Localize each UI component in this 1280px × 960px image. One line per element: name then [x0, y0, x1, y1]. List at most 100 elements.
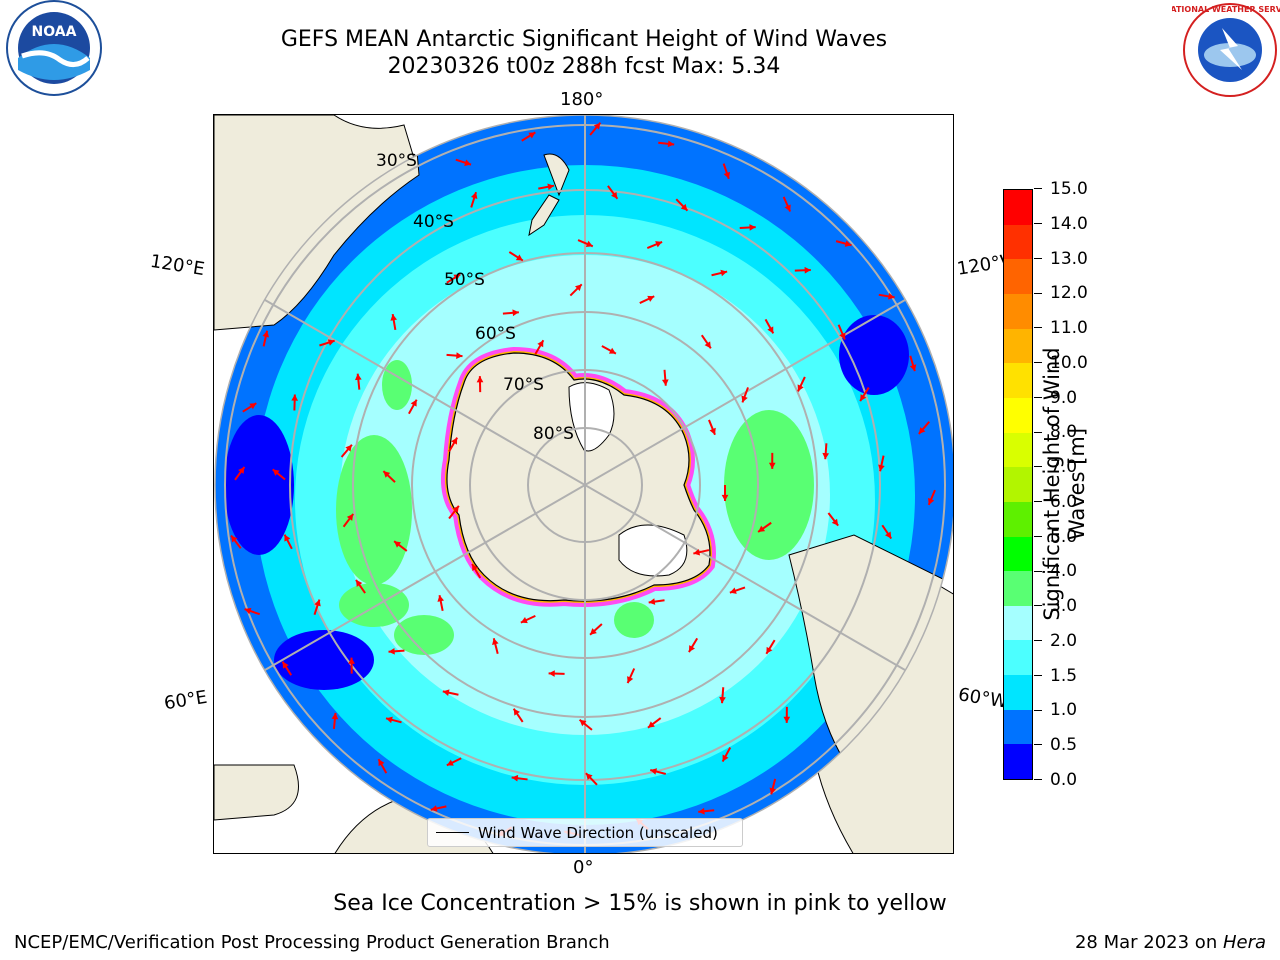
- legend-line-icon: [436, 832, 469, 833]
- wind-arrow-head: [244, 607, 252, 615]
- wind-arrow-head: [648, 598, 656, 605]
- wind-arrow-head: [520, 616, 528, 624]
- wind-arrow-head: [284, 534, 291, 542]
- lon-label-120e: 120°E: [148, 250, 207, 281]
- lon-label-180: 180°: [560, 89, 604, 110]
- colorbar-tick-label: 10.0: [1050, 352, 1088, 373]
- wind-arrow-head: [885, 531, 892, 539]
- wind-arrow-head: [608, 347, 616, 354]
- wind-arrow-head: [383, 471, 391, 478]
- colorbar-tick: [1034, 396, 1042, 398]
- footer-host: Hera: [1222, 932, 1266, 953]
- map-canvas: [214, 115, 953, 853]
- wind-arrow-head: [585, 240, 593, 247]
- chart-subtitle: 20230326 t00z 288h fcst Max: 5.34: [387, 54, 781, 79]
- wind-arrow-head: [593, 122, 601, 130]
- wave-patch-3-4m-east: [724, 410, 814, 560]
- colorbar-segment: [1004, 536, 1032, 572]
- wind-arrow-head: [804, 266, 811, 274]
- wind-arrow-head: [476, 376, 484, 383]
- lon-label-60e: 60°E: [162, 686, 209, 715]
- wind-arrow-head: [348, 657, 355, 664]
- wave-patch-3-4m-south: [394, 615, 454, 655]
- lon-label-120w: 120°W: [955, 251, 1009, 280]
- wind-arrow-head: [585, 773, 593, 780]
- colorbar-tick: [1034, 292, 1042, 294]
- colorbar-tick: [1034, 709, 1042, 711]
- wind-arrow-head: [575, 284, 582, 292]
- colorbar-segment: [1004, 363, 1032, 398]
- colorbar-tick: [1034, 431, 1042, 433]
- colorbar-segment: [1004, 571, 1032, 606]
- colorbar-segment: [1004, 294, 1032, 329]
- wind-arrow-head: [722, 754, 729, 762]
- wind-arrow-head: [282, 661, 289, 669]
- colorbar-segment: [1004, 675, 1032, 710]
- wind-arrow-head: [860, 394, 867, 402]
- colorbar-tick-label: 0.0: [1050, 770, 1078, 790]
- wind-arrow-head: [655, 241, 663, 248]
- wind-arrow-head: [528, 132, 536, 139]
- wind-arrow-head: [390, 314, 398, 321]
- colorbar-tick: [1034, 779, 1042, 781]
- chart-title: GEFS MEAN Antarctic Significant Height o…: [280, 27, 888, 52]
- wind-arrow-head: [688, 645, 695, 653]
- footer-date-text: 28 Mar 2023 on: [1074, 932, 1223, 953]
- graticule: [224, 115, 946, 853]
- wind-arrow-head: [231, 535, 238, 543]
- wind-arrow-head: [704, 341, 711, 349]
- map-legend: Wind Wave Direction (unscaled): [427, 818, 743, 847]
- wind-arrow-head: [783, 716, 791, 723]
- wind-arrow-head: [446, 759, 454, 766]
- wind-arrow-head: [314, 599, 321, 607]
- wind-arrow-head: [492, 638, 499, 646]
- colorbar-tick: [1034, 535, 1042, 537]
- wind-arrow-head: [464, 159, 472, 166]
- wind-arrow-head: [769, 787, 777, 795]
- colorbar-tick-label: 9.0: [1050, 387, 1078, 408]
- wind-arrow-head: [356, 579, 363, 587]
- wind-arrow-head: [766, 646, 773, 654]
- wind-arrow-head: [472, 564, 479, 572]
- colorbar-tick-label: 5.0: [1050, 526, 1078, 547]
- wind-arrow-head: [238, 466, 245, 474]
- wind-arrow-head: [680, 203, 688, 211]
- colorbar-segment: [1004, 501, 1032, 537]
- wind-arrow-head: [345, 444, 352, 452]
- low-wave-pocket-east: [839, 315, 909, 395]
- wind-arrow-head: [822, 452, 830, 460]
- lat-label-70s: 70°S: [503, 375, 544, 395]
- land-madagascar-corner: [214, 764, 299, 821]
- wind-arrow-head: [878, 464, 885, 472]
- colorbar-tick-label: 15.0: [1050, 179, 1088, 199]
- wind-arrow-head: [354, 373, 362, 381]
- wind-arrow-head: [456, 352, 463, 359]
- noaa-logo-icon: NOAA: [0, 0, 110, 100]
- colorbar-tick: [1034, 362, 1042, 364]
- colorbar-tick: [1034, 188, 1042, 190]
- wind-arrow-head: [331, 712, 339, 720]
- wind-arrow-head: [758, 525, 766, 532]
- lat-label-30s: 30°S: [376, 151, 417, 171]
- wind-arrow-head: [723, 171, 731, 179]
- wind-arrow-head: [262, 330, 270, 338]
- wind-arrow-head: [709, 427, 716, 435]
- wind-arrow-head: [647, 295, 655, 302]
- wind-arrow-head: [928, 497, 935, 505]
- wind-arrow-head: [452, 505, 459, 513]
- wind-arrow-head: [547, 183, 555, 191]
- wind-arrow-head: [410, 399, 417, 407]
- colorbar-tick: [1034, 744, 1042, 746]
- wind-arrow-head: [515, 254, 523, 261]
- legend-label: Wind Wave Direction (unscaled): [478, 823, 718, 842]
- wind-arrow-head: [698, 807, 705, 815]
- colorbar-tick: [1034, 570, 1042, 572]
- colorbar-tick: [1034, 223, 1042, 224]
- wind-arrow-head: [590, 628, 597, 635]
- land-new-zealand-north: [543, 153, 570, 197]
- colorbar-segment: [1004, 397, 1032, 433]
- wind-arrow-head: [611, 191, 618, 199]
- colorbar-tick-label: 6.0: [1050, 491, 1078, 512]
- weddell-ice-shelf: [618, 524, 688, 577]
- colorbar-segment: [1004, 640, 1032, 676]
